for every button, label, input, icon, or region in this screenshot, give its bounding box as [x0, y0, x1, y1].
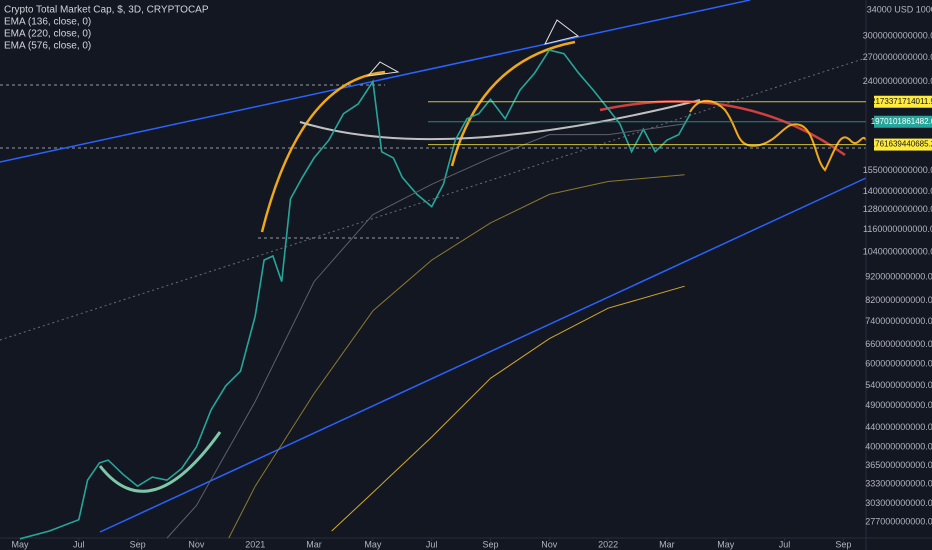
- y-tick-label: 600000000000.0: [865, 359, 932, 369]
- y-tick-label: 333000000000.0: [865, 479, 932, 489]
- price-tag-label: 1970101861482.0: [871, 117, 932, 126]
- y-tick-label: 1160000000000.0: [863, 224, 932, 234]
- drawings: [0, 0, 867, 533]
- triangle: [366, 61, 400, 77]
- x-tick-label: Jul: [779, 539, 791, 549]
- y-tick-label: 1550000000000.0: [863, 165, 932, 175]
- y-tick-label: 1400000000000.0: [863, 186, 932, 196]
- ema-line: [331, 285, 685, 532]
- triangle: [544, 19, 580, 45]
- x-tick-label: Mar: [659, 539, 675, 549]
- y-tick-label: 2700000000000.0: [863, 52, 932, 62]
- price-tag: [874, 95, 932, 108]
- y-tick-label: 740000000000.0: [865, 316, 932, 326]
- legend-entry: EMA (576, close, 0): [4, 41, 91, 52]
- y-tick-label: 820000000000.0: [865, 295, 932, 305]
- y-tick-label: 3000000000000.0: [863, 30, 932, 40]
- x-tick-label: Jul: [426, 539, 438, 549]
- x-tick-label: Sep: [130, 539, 146, 549]
- x-tick-label: 2022: [598, 539, 618, 549]
- projection: [689, 99, 867, 172]
- y-tick-label: 540000000000.0: [865, 380, 932, 390]
- x-tick-label: Jul: [73, 539, 85, 549]
- y-tick-label: 490000000000.0: [865, 400, 932, 410]
- price-line: [19, 49, 692, 540]
- ema-line: [166, 123, 685, 539]
- arc: [299, 99, 701, 141]
- legend-title: Crypto Total Market Cap, $, 3D, CRYPTOCA…: [4, 5, 209, 16]
- x-tick-label: Sep: [482, 539, 498, 549]
- x-tick-label: May: [11, 539, 29, 549]
- arc: [450, 40, 576, 167]
- legend-entry: EMA (136, close, 0): [4, 17, 91, 28]
- price-tag-label: 2173371714011.9: [871, 97, 932, 106]
- y-tick-label: 277000000000.0: [865, 516, 932, 526]
- axis-caption: 34000 USD 1000.0: [867, 4, 932, 14]
- x-tick-label: May: [364, 539, 382, 549]
- price-tag-label: 1761639440685.2: [871, 140, 932, 149]
- y-tick-label: 365000000000.0: [865, 460, 932, 470]
- y-tick-label: 1040000000000.0: [863, 246, 932, 256]
- y-tick-label: 920000000000.0: [865, 271, 932, 281]
- x-tick-label: Nov: [541, 539, 558, 549]
- y-tick-label: 1280000000000.0: [863, 204, 932, 214]
- arc: [599, 100, 846, 157]
- y-tick-label: 400000000000.0: [865, 441, 932, 451]
- arc: [98, 431, 222, 493]
- y-tick-label: 303000000000.0: [865, 498, 932, 508]
- x-tick-label: May: [717, 539, 735, 549]
- y-tick-label: 2400000000000.0: [863, 76, 932, 86]
- channel-bottom: [99, 177, 867, 533]
- trend-line: [0, 57, 867, 341]
- x-tick-label: Sep: [835, 539, 851, 549]
- price-tag: [874, 138, 932, 151]
- arc: [260, 70, 386, 233]
- x-tick-label: 2021: [245, 539, 265, 549]
- ema-line: [228, 174, 685, 539]
- legend-entry: EMA (220, close, 0): [4, 29, 91, 40]
- channel-top: [0, 0, 751, 163]
- x-tick-label: Mar: [306, 539, 322, 549]
- y-tick-label: 440000000000.0: [865, 422, 932, 432]
- x-tick-label: Nov: [188, 539, 205, 549]
- y-tick-label: 660000000000.0: [865, 339, 932, 349]
- price-tag: [874, 115, 932, 128]
